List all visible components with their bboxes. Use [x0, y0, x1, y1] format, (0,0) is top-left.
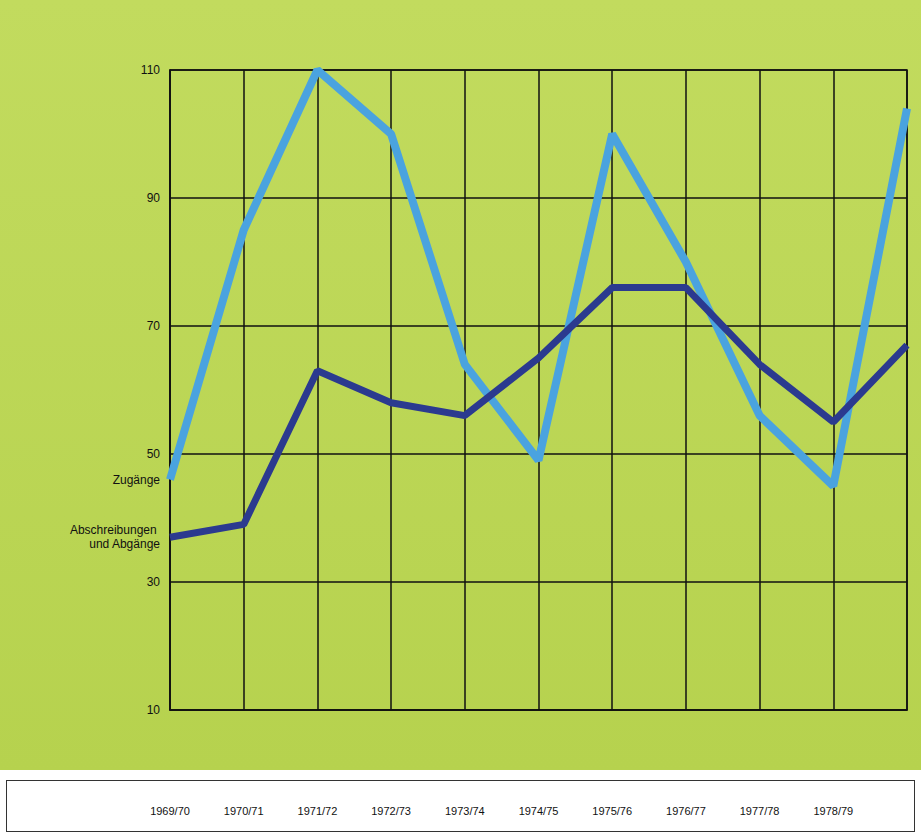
- svg-text:Abschreibungen: Abschreibungen: [70, 523, 160, 537]
- svg-text:110: 110: [141, 63, 160, 77]
- svg-text:50: 50: [147, 447, 161, 461]
- svg-text:und Abgänge: und Abgänge: [89, 537, 160, 551]
- svg-text:30: 30: [147, 575, 161, 589]
- svg-text:90: 90: [147, 191, 161, 205]
- svg-text:1973/74: 1973/74: [445, 805, 485, 817]
- svg-text:1969/70: 1969/70: [150, 805, 190, 817]
- svg-text:1971/72: 1971/72: [298, 805, 338, 817]
- svg-text:10: 10: [147, 703, 161, 717]
- svg-text:1977/78: 1977/78: [740, 805, 780, 817]
- svg-text:1975/76: 1975/76: [592, 805, 632, 817]
- svg-text:1976/77: 1976/77: [666, 805, 706, 817]
- svg-text:1978/79: 1978/79: [813, 805, 853, 817]
- svg-text:Zugänge: Zugänge: [113, 473, 161, 487]
- svg-text:70: 70: [147, 319, 161, 333]
- svg-text:1972/73: 1972/73: [371, 805, 411, 817]
- svg-text:1974/75: 1974/75: [519, 805, 559, 817]
- svg-text:1970/71: 1970/71: [224, 805, 264, 817]
